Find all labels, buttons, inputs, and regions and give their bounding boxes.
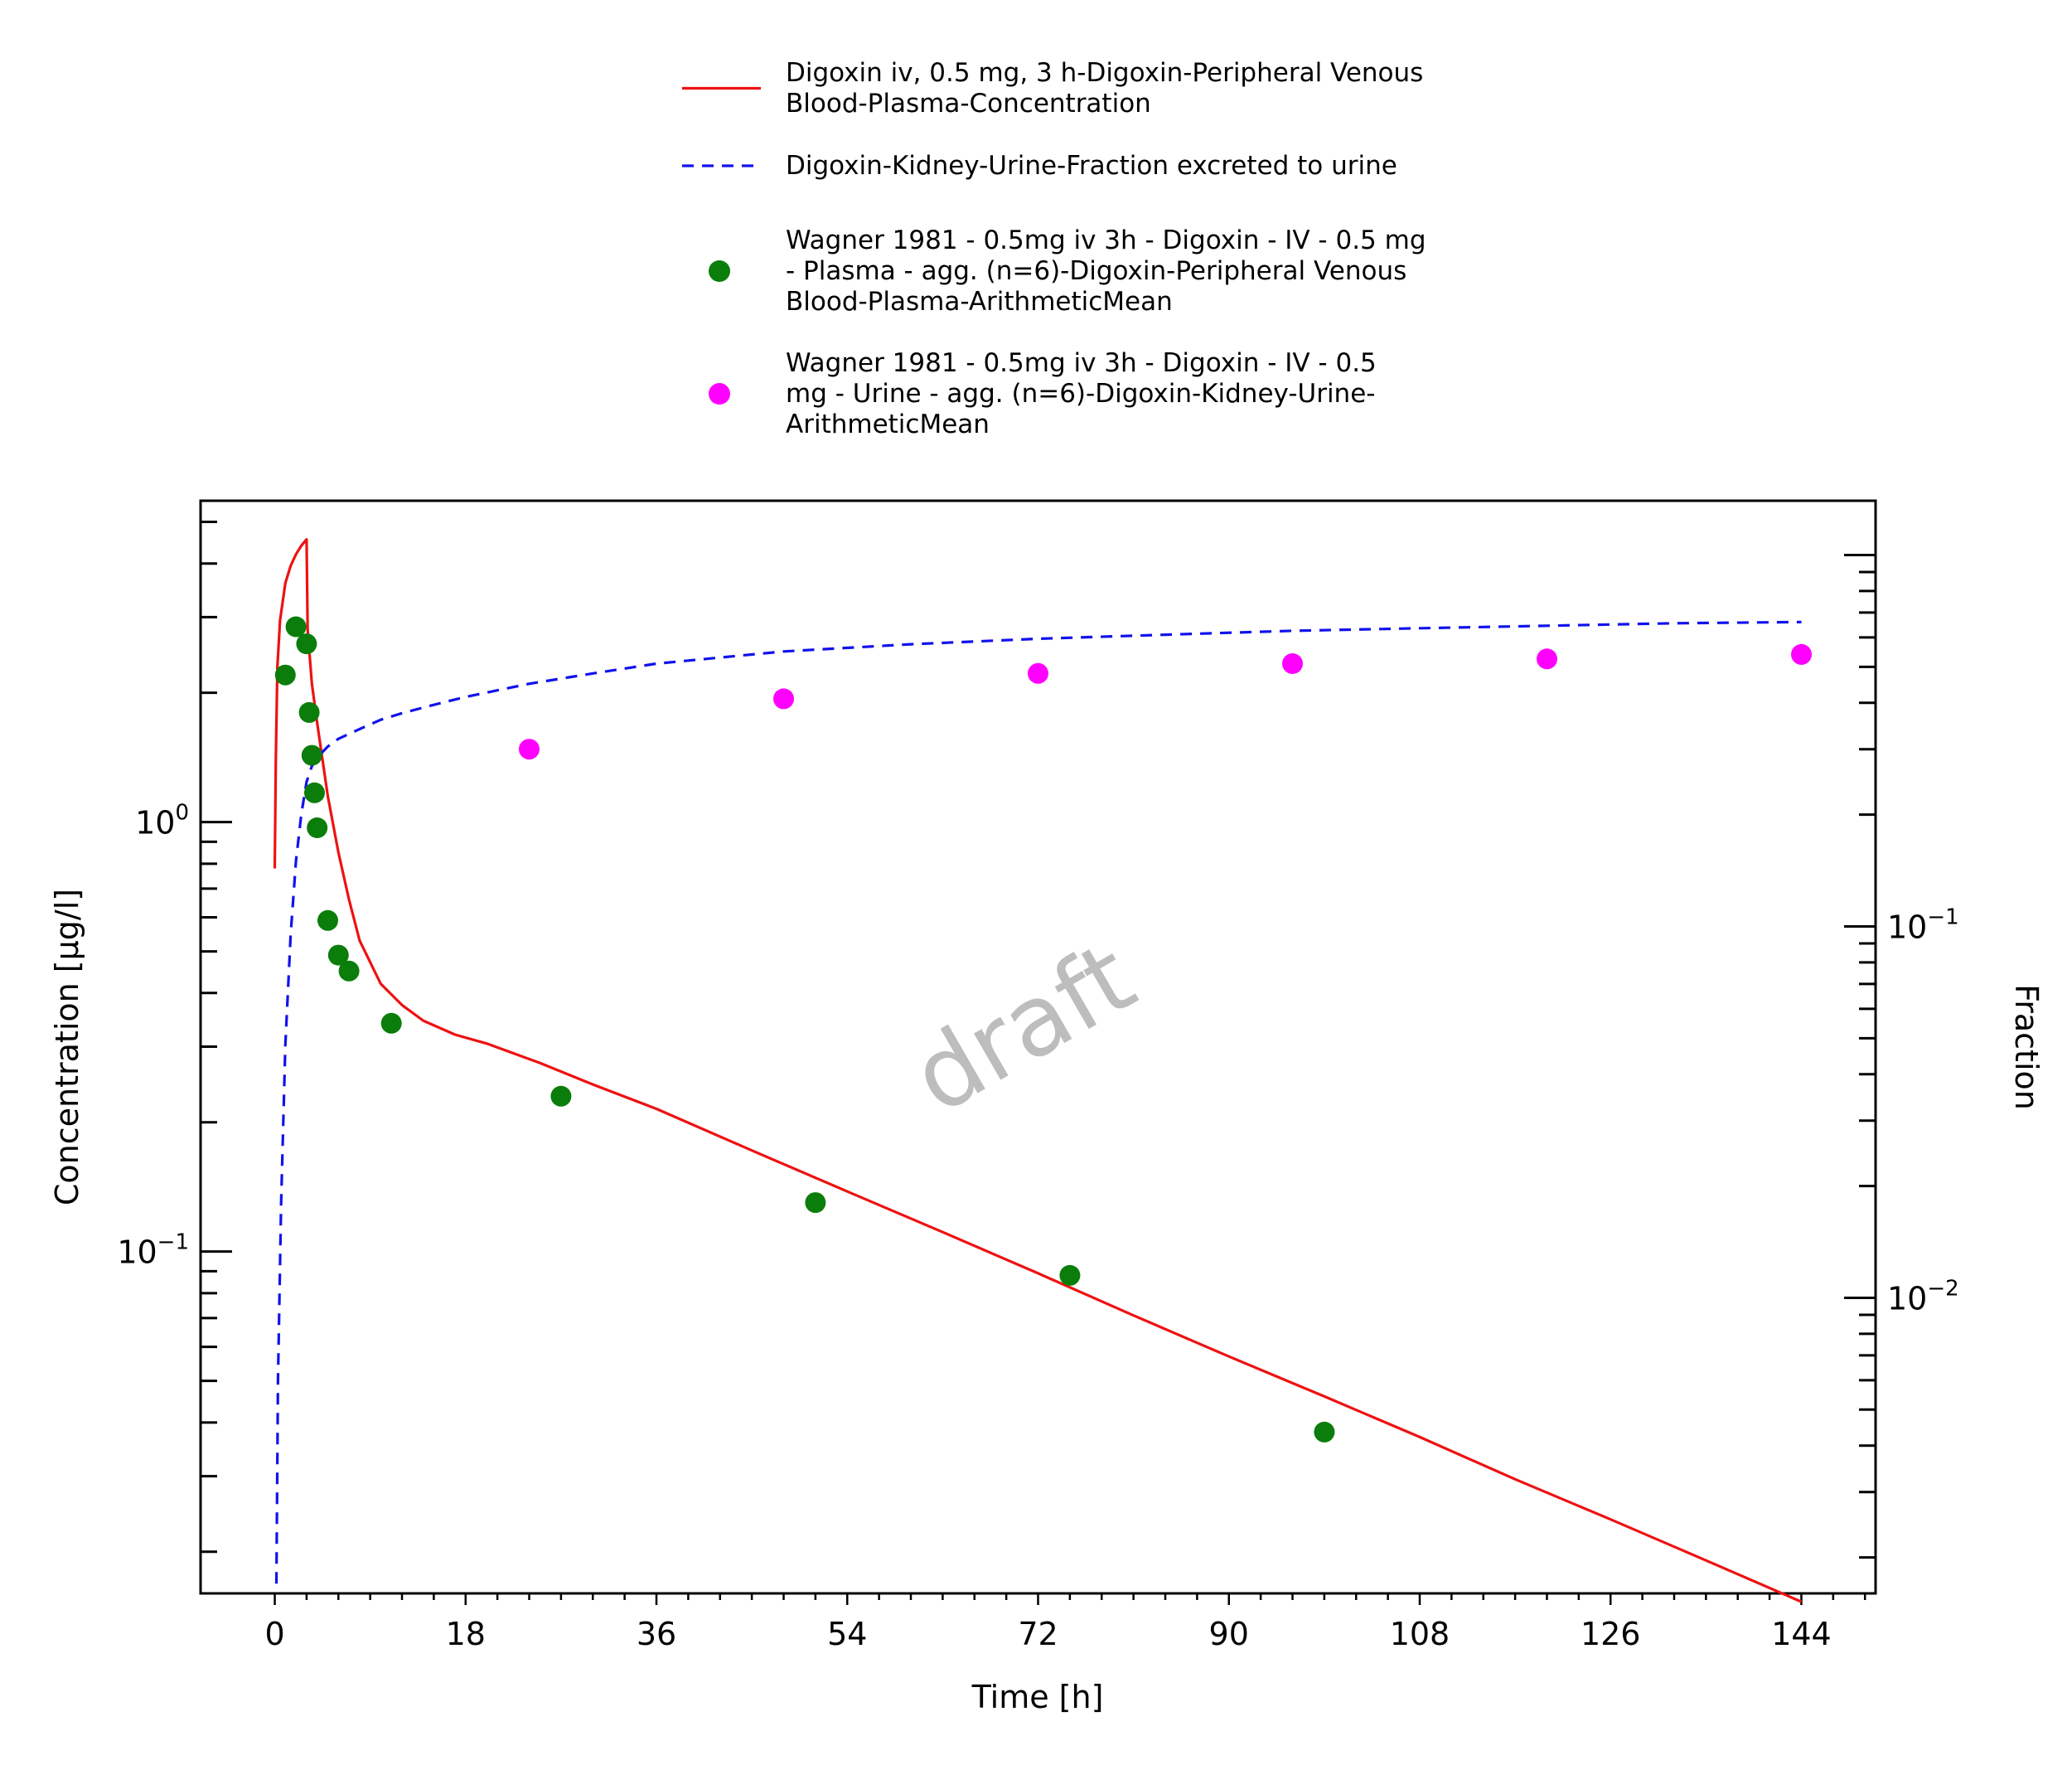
- legend-label: Digoxin iv, 0.5 mg, 3 h-Digoxin-Peripher…: [786, 58, 1423, 119]
- y-axis-left-title: Concentration [µg/l]: [49, 889, 85, 1205]
- data-point-obs_plasma: [1059, 1264, 1081, 1286]
- data-point-obs_plasma: [805, 1192, 826, 1214]
- y-right-tick-label: 10−1: [1887, 904, 1959, 945]
- x-tick-label: 144: [1771, 1616, 1832, 1652]
- legend-item-sim_plasma: Digoxin iv, 0.5 mg, 3 h-Digoxin-Peripher…: [682, 58, 1423, 119]
- x-axis: 0 18 36 54 72 90 108 126 144: [264, 1593, 1866, 1652]
- legend-label: Wagner 1981 - 0.5mg iv 3h - Digoxin - IV…: [786, 225, 1426, 317]
- tick-base: 10: [135, 805, 175, 841]
- legend-label-line: ArithmeticMean: [786, 410, 990, 439]
- data-point-obs_plasma: [304, 782, 325, 803]
- legend-label: Wagner 1981 - 0.5mg iv 3h - Digoxin - IV…: [786, 348, 1377, 439]
- tick-exponent: −2: [1927, 1276, 1958, 1301]
- legend-item-sim_urine: Digoxin-Kidney-Urine-Fraction excreted t…: [682, 151, 1397, 181]
- data-point-obs_urine: [519, 739, 540, 760]
- tick-exponent: 0: [175, 801, 189, 826]
- legend-label-line: Blood-Plasma-ArithmeticMean: [786, 287, 1173, 317]
- x-tick-label: 18: [446, 1616, 486, 1652]
- tick-base: 10: [1887, 909, 1927, 945]
- data-point-obs_plasma: [296, 633, 317, 655]
- legend-label-line: Digoxin-Kidney-Urine-Fraction excreted t…: [786, 151, 1397, 181]
- legend-swatch-marker: [709, 383, 730, 405]
- y-axis-right-title: Fraction: [2008, 984, 2045, 1110]
- legend-swatch-marker: [709, 260, 730, 282]
- x-tick-label: 36: [637, 1616, 676, 1652]
- data-point-obs_plasma: [380, 1012, 402, 1034]
- data-point-obs_urine: [773, 688, 794, 710]
- data-point-obs_plasma: [274, 664, 296, 686]
- watermark-text: draft: [893, 919, 1153, 1135]
- x-tick-label: 72: [1018, 1616, 1058, 1652]
- data-point-obs_plasma: [1314, 1421, 1335, 1443]
- y-right-tick-label: 10−2: [1887, 1276, 1959, 1316]
- x-tick-label: 108: [1390, 1616, 1450, 1652]
- legend-label-line: Wagner 1981 - 0.5mg iv 3h - Digoxin - IV…: [786, 225, 1426, 255]
- legend-item-obs_plasma: Wagner 1981 - 0.5mg iv 3h - Digoxin - IV…: [709, 225, 1426, 317]
- x-tick-label: 90: [1209, 1616, 1249, 1652]
- tick-base: 10: [1887, 1280, 1927, 1316]
- legend-label-line: Digoxin iv, 0.5 mg, 3 h-Digoxin-Peripher…: [786, 58, 1423, 88]
- tick-exponent: −1: [157, 1230, 189, 1255]
- data-point-obs_plasma: [285, 616, 307, 638]
- data-point-obs_plasma: [301, 744, 322, 766]
- x-tick-label: 54: [827, 1616, 867, 1652]
- data-point-obs_urine: [1537, 648, 1557, 670]
- y-left-tick-label: 10−1: [117, 1230, 189, 1271]
- tick-base: 10: [117, 1234, 157, 1271]
- y-axis-right: 10−110−2: [1844, 553, 1959, 1559]
- data-point-obs_plasma: [298, 701, 320, 723]
- series-layer: [273, 538, 1812, 1603]
- series-line-sim_urine: [274, 620, 1802, 1584]
- legend-label-line: mg - Urine - agg. (n=6)-Digoxin-Kidney-U…: [786, 379, 1375, 409]
- series-line-sim_plasma: [273, 538, 1803, 1603]
- legend-item-obs_urine: Wagner 1981 - 0.5mg iv 3h - Digoxin - IV…: [709, 348, 1377, 439]
- x-tick-label: 126: [1581, 1616, 1641, 1652]
- data-point-obs_plasma: [327, 944, 349, 966]
- data-point-obs_urine: [1791, 643, 1812, 665]
- data-point-obs_urine: [1028, 662, 1048, 684]
- data-point-obs_plasma: [307, 817, 328, 838]
- legend-label-line: Wagner 1981 - 0.5mg iv 3h - Digoxin - IV…: [786, 348, 1377, 378]
- tick-exponent: −1: [1927, 904, 1958, 929]
- data-point-obs_plasma: [550, 1085, 572, 1107]
- legend-label: Digoxin-Kidney-Urine-Fraction excreted t…: [786, 151, 1397, 181]
- data-point-obs_plasma: [338, 960, 360, 982]
- x-axis-title: Time [h]: [971, 1679, 1104, 1715]
- y-left-tick-label: 100: [135, 801, 189, 841]
- legend-label-line: - Plasma - agg. (n=6)-Digoxin-Peripheral…: [786, 256, 1406, 286]
- data-point-obs_plasma: [317, 909, 338, 931]
- data-point-obs_urine: [1282, 653, 1303, 674]
- legend: Digoxin iv, 0.5 mg, 3 h-Digoxin-Peripher…: [682, 58, 1426, 439]
- legend-label-line: Blood-Plasma-Concentration: [786, 89, 1151, 119]
- x-tick-label: 0: [264, 1616, 284, 1652]
